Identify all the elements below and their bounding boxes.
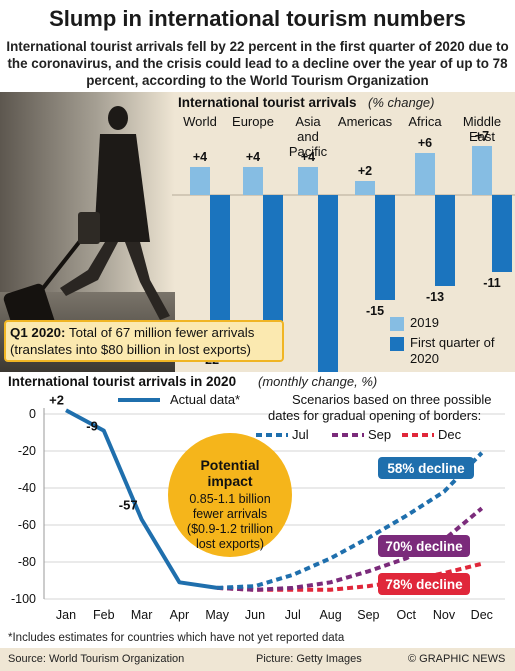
y-tick-label: -20 <box>18 444 36 458</box>
bar-2020 <box>375 195 395 300</box>
bar-legend: 2019 First quarter of 2020 <box>390 315 500 367</box>
x-tick-label: Apr <box>170 608 189 622</box>
bar-2019 <box>355 181 375 195</box>
bar-2019 <box>415 153 435 195</box>
annotation-dec-label: 78% decline <box>385 577 463 592</box>
q1-label: Q1 2020: <box>10 325 66 340</box>
bar-2019-value-label: +4 <box>193 150 207 164</box>
impact-line-4: lost exports) <box>196 537 264 551</box>
y-tick-label: -40 <box>18 481 36 495</box>
annotation-jul-box <box>378 457 474 479</box>
x-tick-label: Jan <box>56 608 76 622</box>
impact-line-3: ($0.9-1.2 trillion <box>187 522 273 536</box>
bar-2019 <box>298 167 318 195</box>
legend-actual-label: Actual data* <box>170 392 240 407</box>
bar-2020 <box>435 195 455 286</box>
bar-chart-title: International tourist arrivals <box>178 95 357 110</box>
line-actual <box>65 408 218 590</box>
legend-swatch-2020 <box>390 336 404 351</box>
legend-jul-label: Jul <box>292 427 309 442</box>
bar-2020-value-label: -13 <box>426 290 444 304</box>
bar-2019-value-label: +2 <box>358 164 372 178</box>
q1-text: Total of 67 million fewer arrivals (tran… <box>10 325 255 357</box>
bar-2020 <box>263 195 283 328</box>
legend-swatch-2019 <box>390 316 404 331</box>
source-credit: Source: World Tourism Organization <box>8 653 185 665</box>
bar-category-label: Middle East <box>463 114 501 144</box>
bar-2019 <box>190 167 210 195</box>
x-tick-label: Aug <box>319 608 341 622</box>
legend-2019: 2019 <box>390 315 500 331</box>
line-chart-title: International tourist arrivals in 2020 <box>8 374 236 389</box>
line-chart: International tourist arrivals in 2020 (… <box>8 374 505 622</box>
actual-value-label: -9 <box>86 419 98 434</box>
x-tick-label: Feb <box>93 608 115 622</box>
impact-title-1: Potential <box>200 457 259 473</box>
footer-bar: Source: World Tourism Organization Pictu… <box>0 648 515 671</box>
bar-category-label: Europe <box>232 114 274 129</box>
bar-2019 <box>472 146 492 195</box>
potential-impact-bubble: Potential impact 0.85-1.1 billion fewer … <box>168 433 292 557</box>
impact-title-2: impact <box>207 473 252 489</box>
legend-2020-label: First quarter of 2020 <box>410 334 495 366</box>
traveller-silhouette-icon <box>3 106 170 361</box>
impact-circle <box>168 433 292 557</box>
bar-2019-value-label: +4 <box>246 150 260 164</box>
y-tick-label: -80 <box>18 555 36 569</box>
x-tick-label: Oct <box>396 608 416 622</box>
picture-credit: Picture: Getty Images <box>256 653 362 665</box>
actual-value-label: -57 <box>119 497 138 512</box>
line-sep <box>217 506 484 592</box>
bar-2019 <box>243 167 263 195</box>
bar-chart-title-note: (% change) <box>368 95 434 110</box>
annotation-sep-box <box>378 535 470 557</box>
bar-2020 <box>210 195 230 349</box>
x-tick-label: Nov <box>433 608 456 622</box>
legend-2019-label: 2019 <box>410 315 439 330</box>
x-tick-label: Jul <box>285 608 301 622</box>
bar-2020-value-label: -15 <box>366 304 384 318</box>
y-tick-label: -60 <box>18 518 36 532</box>
bar-2019-value-label: +7 <box>475 129 489 143</box>
annotation-sep-label: 70% decline <box>385 539 463 554</box>
x-tick-label: Sep <box>357 608 379 622</box>
x-tick-label: May <box>205 608 229 622</box>
page-subtitle: International tourist arrivals fell by 2… <box>6 39 509 88</box>
legend-dec-label: Dec <box>438 427 462 442</box>
annotation-dec-box <box>378 573 470 595</box>
line-jul <box>217 451 484 590</box>
x-tick-label: Dec <box>471 608 493 622</box>
graphic-news-credit: © GRAPHIC NEWS <box>408 653 506 665</box>
x-tick-label: Mar <box>131 608 153 622</box>
q1-summary-box: Q1 2020: Total of 67 million fewer arriv… <box>4 320 284 362</box>
page-title: Slump in international tourism numbers <box>49 6 466 31</box>
y-tick-label: 0 <box>29 407 36 421</box>
line-chart-title-note: (monthly change, %) <box>258 374 377 389</box>
bar-category-label: Americas <box>338 114 393 129</box>
y-tick-label: -100 <box>11 592 36 606</box>
bar-2019-value-label: +6 <box>418 136 432 150</box>
x-tick-label: Jun <box>245 608 265 622</box>
bar-2020 <box>318 195 338 372</box>
traveller-photo <box>0 92 175 372</box>
bar-2020 <box>492 195 512 272</box>
impact-line-2: fewer arrivals <box>193 507 267 521</box>
annotation-jul-label: 58% decline <box>387 461 465 476</box>
bar-chart: International tourist arrivals (% change… <box>172 95 515 372</box>
footnote: *Includes estimates for countries which … <box>8 632 345 644</box>
legend-2020: First quarter of 2020 <box>390 335 500 367</box>
bar-2020-value-label: -11 <box>483 276 500 290</box>
impact-line-1: 0.85-1.1 billion <box>189 492 270 506</box>
bar-category-label: World <box>183 114 217 129</box>
scenario-note-line2: dates for gradual opening of borders: <box>268 408 481 423</box>
scenario-note-line1: Scenarios based on three possible <box>292 392 491 407</box>
actual-value-label: +2 <box>49 392 64 407</box>
legend-sep-label: Sep <box>368 427 391 442</box>
bar-category-label: Asia and Pacific <box>289 114 328 159</box>
bar-2019-value-label: +4 <box>301 150 315 164</box>
top-panel <box>0 92 515 372</box>
bar-category-label: Africa <box>408 114 442 129</box>
